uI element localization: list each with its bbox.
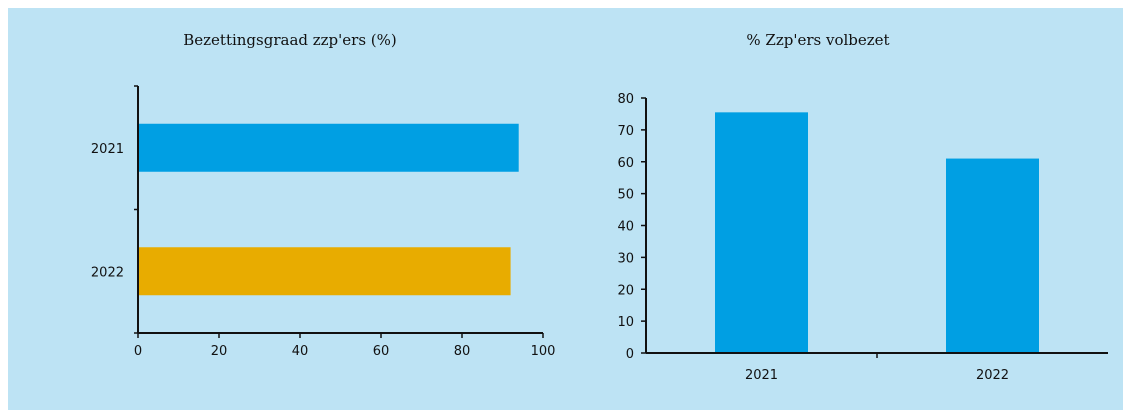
x-tick-label-40: 40 — [292, 344, 309, 359]
x-tick-label-60: 60 — [373, 344, 390, 359]
category-label-2022: 2022 — [91, 265, 124, 280]
category-label-2022: 2022 — [976, 368, 1009, 383]
x-tick-label-80: 80 — [454, 344, 471, 359]
y-tick-label-50: 50 — [617, 188, 634, 203]
x-tick-label-100: 100 — [531, 344, 556, 359]
bar-volbezet-2021 — [715, 112, 808, 353]
chart-panel: Bezettingsgraad zzp'ers (%) 2021 2022 0 20 4… — [8, 8, 1123, 410]
y-tick-label-60: 60 — [617, 156, 634, 171]
bar-volbezet-2022 — [946, 158, 1039, 353]
category-label-2021: 2021 — [91, 142, 124, 157]
chart-title-bezettingsgraad: Bezettingsgraad zzp'ers (%) — [183, 31, 397, 49]
chart-title-volbezet: % Zzp'ers volbezet — [746, 31, 889, 49]
y-tick-label-80: 80 — [617, 92, 634, 107]
charts-canvas: Bezettingsgraad zzp'ers (%) 2021 2022 0 20 4… — [91, 31, 1108, 383]
y-tick-label-40: 40 — [617, 220, 634, 235]
y-tick-label-0: 0 — [626, 347, 634, 362]
x-tick-label-20: 20 — [211, 344, 228, 359]
y-tick-label-20: 20 — [617, 283, 634, 298]
bar-bezettingsgraad-2022 — [138, 247, 511, 296]
category-label-2021: 2021 — [745, 368, 778, 383]
x-tick-label-0: 0 — [134, 344, 142, 359]
y-tick-label-30: 30 — [617, 251, 634, 266]
chart-zzpers-volbezet: % Zzp'ers volbezet 2021 2022 0 10 20 30 40 50 60… — [617, 31, 1108, 383]
chart-bezettingsgraad: Bezettingsgraad zzp'ers (%) 2021 2022 0 20 4… — [91, 31, 556, 359]
y-tick-label-10: 10 — [617, 315, 634, 330]
bar-bezettingsgraad-2021 — [138, 123, 519, 172]
y-tick-label-70: 70 — [617, 124, 634, 139]
